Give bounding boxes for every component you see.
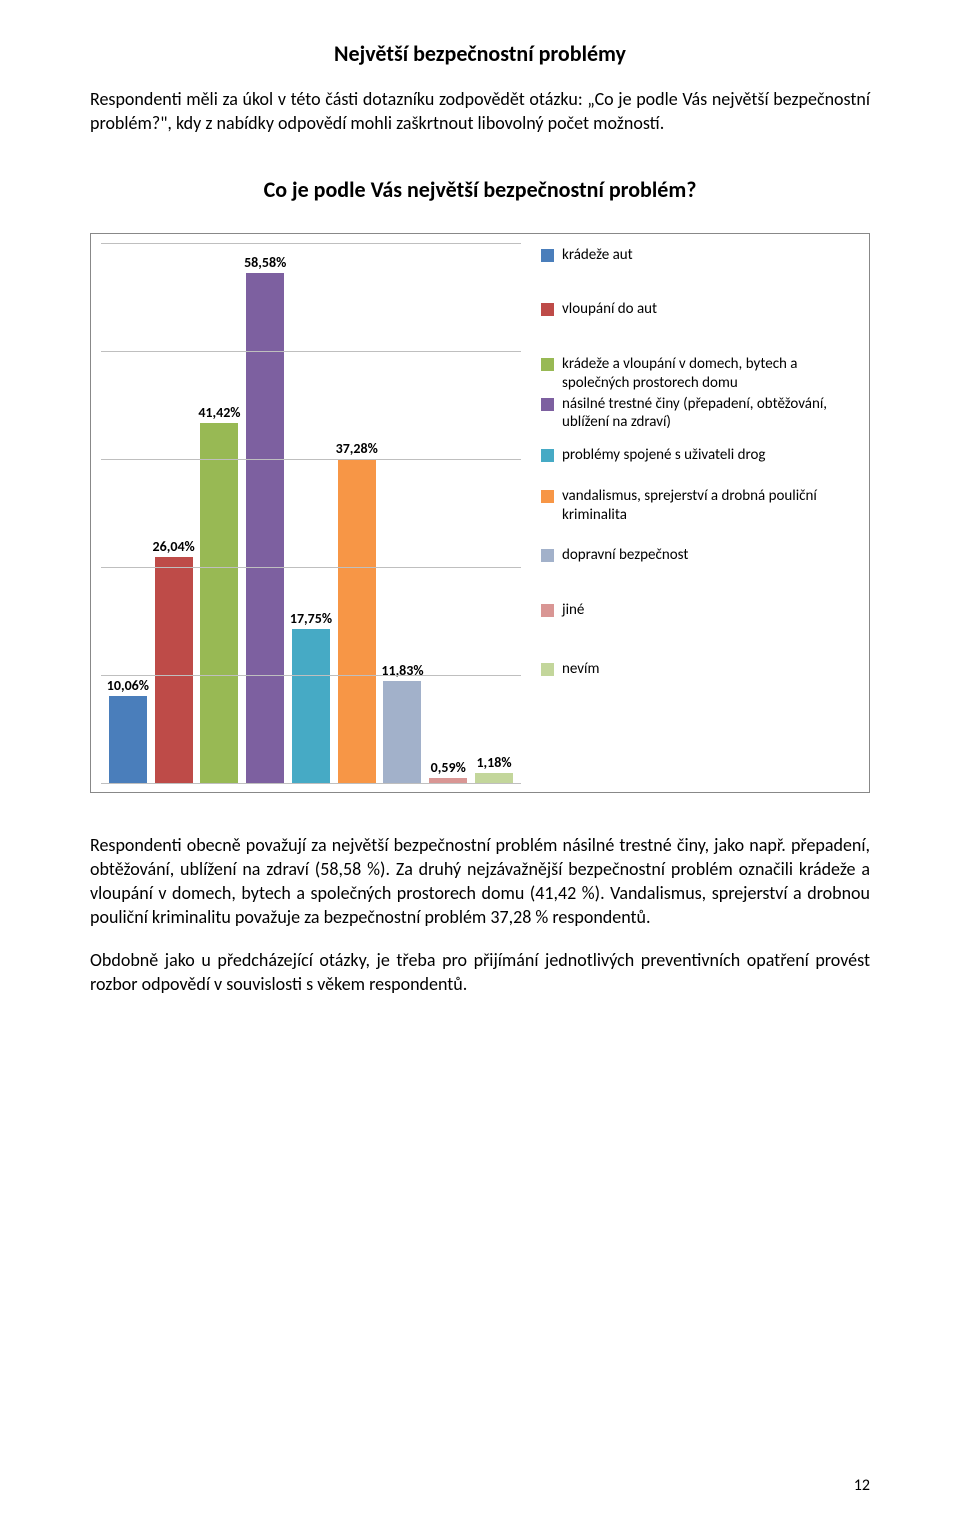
chart-gridline [101,351,521,352]
bar-value-label: 26,04% [153,538,195,555]
chart-bar: 37,28% [338,440,376,784]
chart-gridline [101,783,521,784]
legend-label: krádeže aut [562,246,633,265]
bar-value-label: 10,06% [107,677,149,694]
legend-label: vandalismus, sprejerství a drobná poulič… [562,487,851,525]
legend-label: dopravní bezpečnost [562,546,688,565]
chart-container: 10,06% 26,04% 41,42% 58,58% 17,75% 37,28% 11,8… [90,233,870,793]
legend-label: krádeže a vloupání v domech, bytech a sp… [562,355,851,393]
legend-item: krádeže aut [541,246,851,265]
chart-bar: 17,75% [292,610,330,784]
bar-value-label: 0,59% [431,759,466,776]
bar-rect [109,696,147,784]
legend-label: problémy spojené s uživateli drog [562,446,765,465]
legend-swatch [541,398,554,411]
chart-title: Co je podle Vás největší bezpečnostní pr… [90,176,870,203]
chart-legend: krádeže aut vloupání do aut krádeže a vlou… [541,246,851,679]
legend-swatch [541,663,554,676]
chart-gridline [101,243,521,244]
chart-gridline [101,675,521,676]
bar-value-label: 41,42% [198,404,240,421]
legend-label: nevím [562,660,599,679]
chart-bar: 1,18% [475,754,513,783]
chart-bar: 26,04% [155,538,193,784]
legend-label: násilné trestné činy (přepadení, obtěžov… [562,395,851,433]
page-number: 12 [854,1476,870,1495]
legend-item: krádeže a vloupání v domech, bytech a sp… [541,355,851,393]
result-paragraph-1: Respondenti obecně považují za největší … [90,833,870,930]
legend-swatch [541,490,554,503]
legend-item: násilné trestné činy (přepadení, obtěžov… [541,395,851,433]
legend-item: nevím [541,660,851,679]
section-heading: Největší bezpečnostní problémy [90,40,870,67]
chart-gridline [101,459,521,460]
legend-label: jiné [562,601,584,620]
legend-swatch [541,549,554,562]
legend-item: dopravní bezpečnost [541,546,851,565]
bar-rect [200,423,238,784]
bar-value-label: 58,58% [244,254,286,271]
chart-gridline [101,567,521,568]
bar-rect [155,557,193,784]
chart-bar: 0,59% [429,759,467,783]
chart-bar: 41,42% [200,404,238,784]
intro-paragraph: Respondenti měli za úkol v této části do… [90,87,870,136]
legend-swatch [541,249,554,262]
legend-item: vandalismus, sprejerství a drobná poulič… [541,487,851,525]
chart-bars-group: 10,06% 26,04% 41,42% 58,58% 17,75% 37,28% 11,8… [101,244,521,784]
bar-value-label: 11,83% [381,662,423,679]
legend-swatch [541,449,554,462]
bar-value-label: 37,28% [336,440,378,457]
legend-swatch [541,358,554,371]
bar-rect [338,459,376,784]
bar-value-label: 1,18% [476,754,511,771]
bar-value-label: 17,75% [290,610,332,627]
legend-item: problémy spojené s uživateli drog [541,446,851,465]
legend-item: jiné [541,601,851,620]
chart-bar: 10,06% [109,677,147,784]
legend-item: vloupání do aut [541,300,851,319]
chart-bar: 11,83% [383,662,421,784]
legend-swatch [541,303,554,316]
legend-label: vloupání do aut [562,300,657,319]
result-paragraph-2: Obdobně jako u předcházející otázky, je … [90,948,870,997]
bar-rect [292,629,330,784]
chart-plot-area: 10,06% 26,04% 41,42% 58,58% 17,75% 37,28% 11,8… [101,244,521,784]
chart-bar: 58,58% [246,254,284,783]
bar-rect [383,681,421,784]
legend-swatch [541,604,554,617]
